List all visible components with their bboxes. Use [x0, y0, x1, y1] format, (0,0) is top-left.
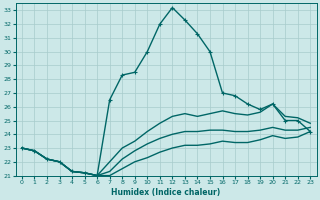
- X-axis label: Humidex (Indice chaleur): Humidex (Indice chaleur): [111, 188, 221, 197]
